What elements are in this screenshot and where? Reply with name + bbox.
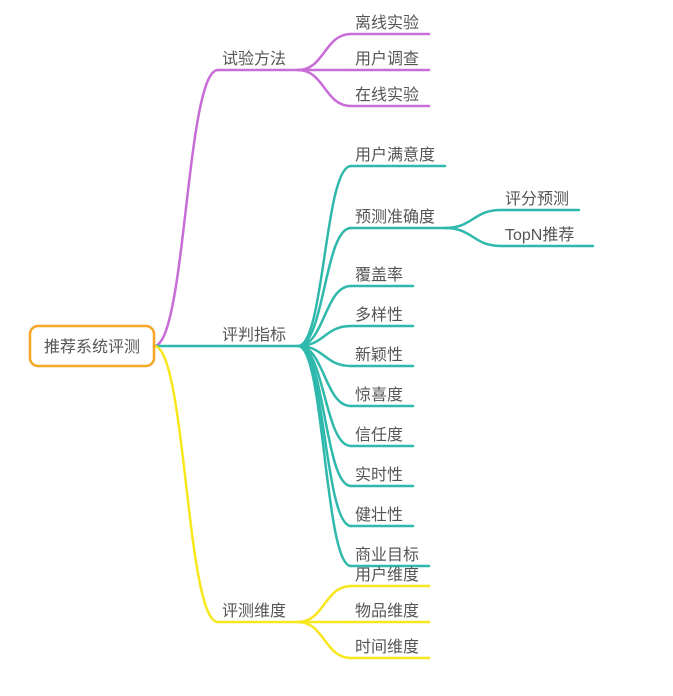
connector <box>298 622 351 658</box>
level1-label: 评测维度 <box>222 602 286 620</box>
level2-label: 用户维度 <box>355 566 419 584</box>
level2-label: 离线实验 <box>355 14 419 32</box>
level2-label: 在线实验 <box>355 86 419 104</box>
root-label: 推荐系统评测 <box>44 338 140 356</box>
level2-label: 预测准确度 <box>355 208 435 226</box>
level2-label: 实时性 <box>355 466 403 484</box>
level1-label: 评判指标 <box>222 326 286 344</box>
connector <box>298 34 351 70</box>
level2-label: 商业目标 <box>355 546 419 564</box>
connector <box>445 228 501 246</box>
level2-label: 多样性 <box>355 306 403 324</box>
level3-label: 评分预测 <box>505 190 569 208</box>
connector <box>298 70 351 106</box>
connector <box>154 70 218 346</box>
connector <box>445 210 501 228</box>
connector <box>298 586 351 622</box>
level2-label: 时间维度 <box>355 638 419 656</box>
level2-label: 信任度 <box>355 426 403 444</box>
level1-label: 试验方法 <box>222 50 286 68</box>
level3-label: TopN推荐 <box>505 226 574 244</box>
level2-label: 新颖性 <box>355 346 403 364</box>
level2-label: 健壮性 <box>355 506 403 524</box>
level2-label: 物品维度 <box>355 602 419 620</box>
connector <box>154 346 218 622</box>
level2-label: 惊喜度 <box>355 386 403 404</box>
level2-label: 用户调查 <box>355 50 419 68</box>
mindmap-svg: 推荐系统评测 试验方法评判指标评测维度 离线实验用户调查在线实验用户满意度预测准确度… <box>0 0 673 696</box>
level2-label: 用户满意度 <box>355 145 435 164</box>
level2-label: 覆盖率 <box>355 266 403 284</box>
